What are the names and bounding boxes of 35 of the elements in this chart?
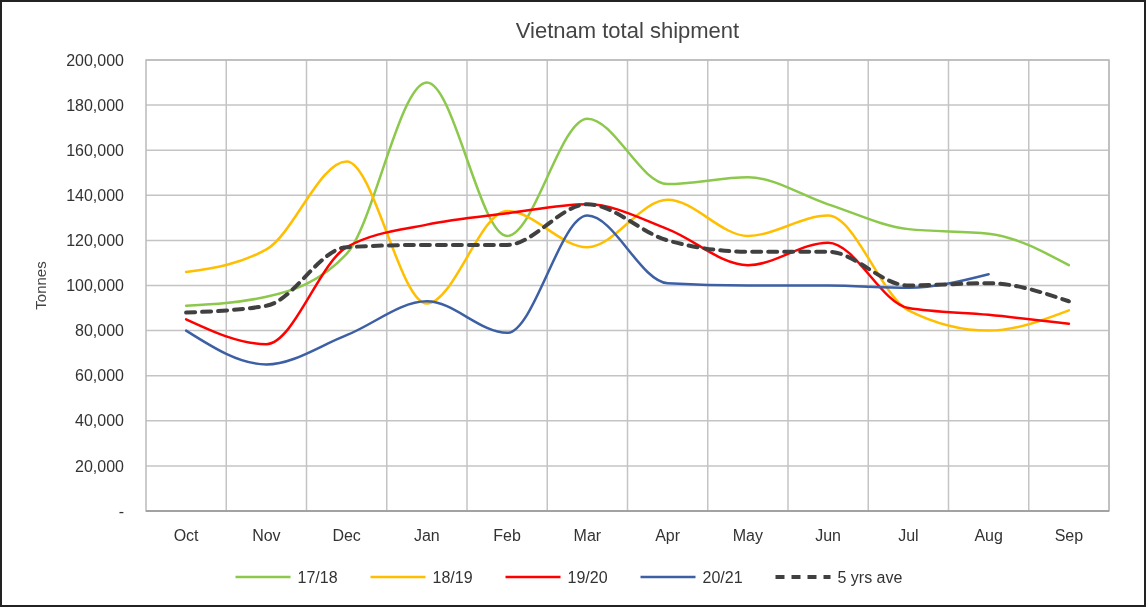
x-tick-label: Mar xyxy=(573,527,602,544)
y-tick-label: 60,000 xyxy=(75,367,125,385)
legend-label: 5 yrs ave xyxy=(837,568,903,586)
line-series xyxy=(184,202,1071,315)
line-series xyxy=(184,203,1071,346)
legend-label: 20/21 xyxy=(702,568,743,586)
legend-label: 17/18 xyxy=(297,568,338,586)
x-tick-label: Jun xyxy=(815,527,842,544)
y-tick-label: 160,000 xyxy=(66,141,125,159)
y-tick-label: 180,000 xyxy=(66,96,125,114)
y-tick-label: 80,000 xyxy=(75,322,125,340)
line-series xyxy=(184,160,1071,332)
x-tick-label: Apr xyxy=(655,527,681,544)
chart-title: Vietnam total shipment xyxy=(515,18,740,43)
legend-label: 18/19 xyxy=(432,568,473,586)
x-tick-label: Feb xyxy=(493,527,522,544)
line-series xyxy=(184,81,1071,308)
x-tick-label: Jan xyxy=(413,527,440,544)
x-tick-label: Dec xyxy=(332,527,361,544)
y-tick-label: 140,000 xyxy=(66,186,125,204)
y-axis-title: Tonnes xyxy=(32,261,49,310)
x-tick-label: Oct xyxy=(173,527,200,544)
x-tick-label: Jul xyxy=(898,527,919,544)
legend-label: 19/20 xyxy=(567,568,608,586)
x-tick-label: Nov xyxy=(252,527,281,544)
y-tick-label: 40,000 xyxy=(75,412,125,430)
y-tick-label: 20,000 xyxy=(75,457,125,475)
y-tick-label: 100,000 xyxy=(66,277,125,295)
x-tick-label: Sep xyxy=(1054,527,1084,544)
y-tick-label: 200,000 xyxy=(66,51,125,69)
x-tick-label: Aug xyxy=(974,527,1003,544)
x-tick-label: May xyxy=(732,527,763,544)
y-tick-label: - xyxy=(118,502,124,520)
y-tick-label: 120,000 xyxy=(66,232,125,249)
line-series xyxy=(184,214,990,366)
